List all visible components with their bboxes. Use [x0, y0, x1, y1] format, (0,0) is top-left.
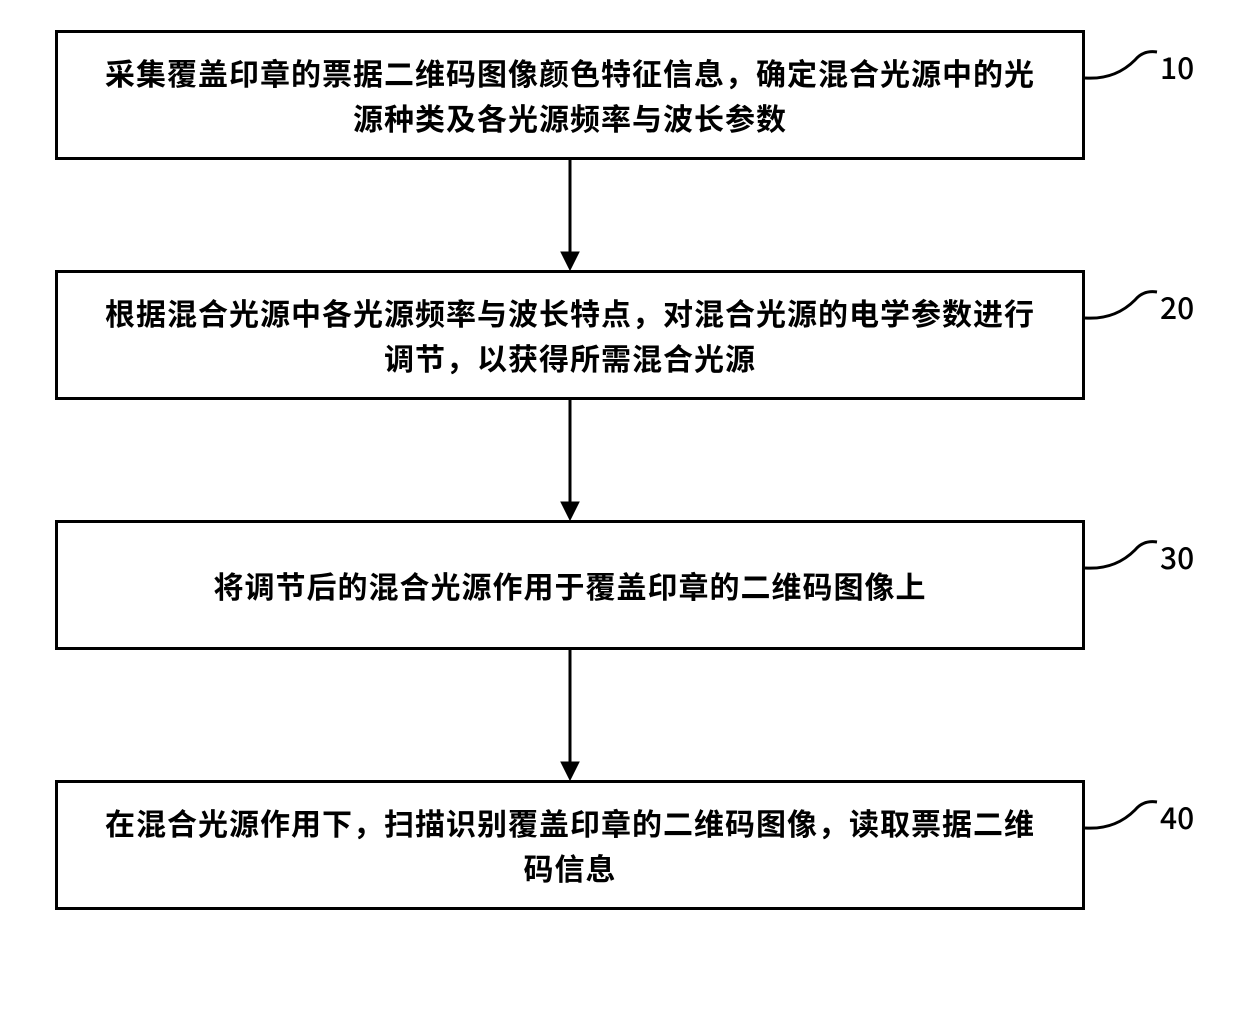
flow-step-40: 在混合光源作用下，扫描识别覆盖印章的二维码图像，读取票据二维码信息 [55, 780, 1085, 910]
flow-step-40-text: 在混合光源作用下，扫描识别覆盖印章的二维码图像，读取票据二维码信息 [90, 800, 1050, 890]
flow-step-40-label: 40 [1160, 794, 1194, 838]
flow-step-30-text: 将调节后的混合光源作用于覆盖印章的二维码图像上 [214, 563, 927, 608]
flow-step-10-label: 10 [1160, 44, 1194, 88]
label-curve-40 [1085, 790, 1165, 840]
flow-step-10: 采集覆盖印章的票据二维码图像颜色特征信息，确定混合光源中的光源种类及各光源频率与… [55, 30, 1085, 160]
label-curve-10 [1085, 40, 1165, 90]
label-curve-30 [1085, 530, 1165, 580]
flow-step-20-text: 根据混合光源中各光源频率与波长特点，对混合光源的电学参数进行调节，以获得所需混合… [90, 290, 1050, 380]
flow-step-20-label: 20 [1160, 284, 1194, 328]
arrow-20-30 [555, 400, 585, 520]
arrow-10-20 [555, 160, 585, 270]
flow-step-30-label: 30 [1160, 534, 1194, 578]
flow-step-10-text: 采集覆盖印章的票据二维码图像颜色特征信息，确定混合光源中的光源种类及各光源频率与… [90, 50, 1050, 140]
arrow-30-40 [555, 650, 585, 780]
flowchart-container: 采集覆盖印章的票据二维码图像颜色特征信息，确定混合光源中的光源种类及各光源频率与… [0, 0, 1240, 1024]
flow-step-20: 根据混合光源中各光源频率与波长特点，对混合光源的电学参数进行调节，以获得所需混合… [55, 270, 1085, 400]
flow-step-30: 将调节后的混合光源作用于覆盖印章的二维码图像上 [55, 520, 1085, 650]
label-curve-20 [1085, 280, 1165, 330]
